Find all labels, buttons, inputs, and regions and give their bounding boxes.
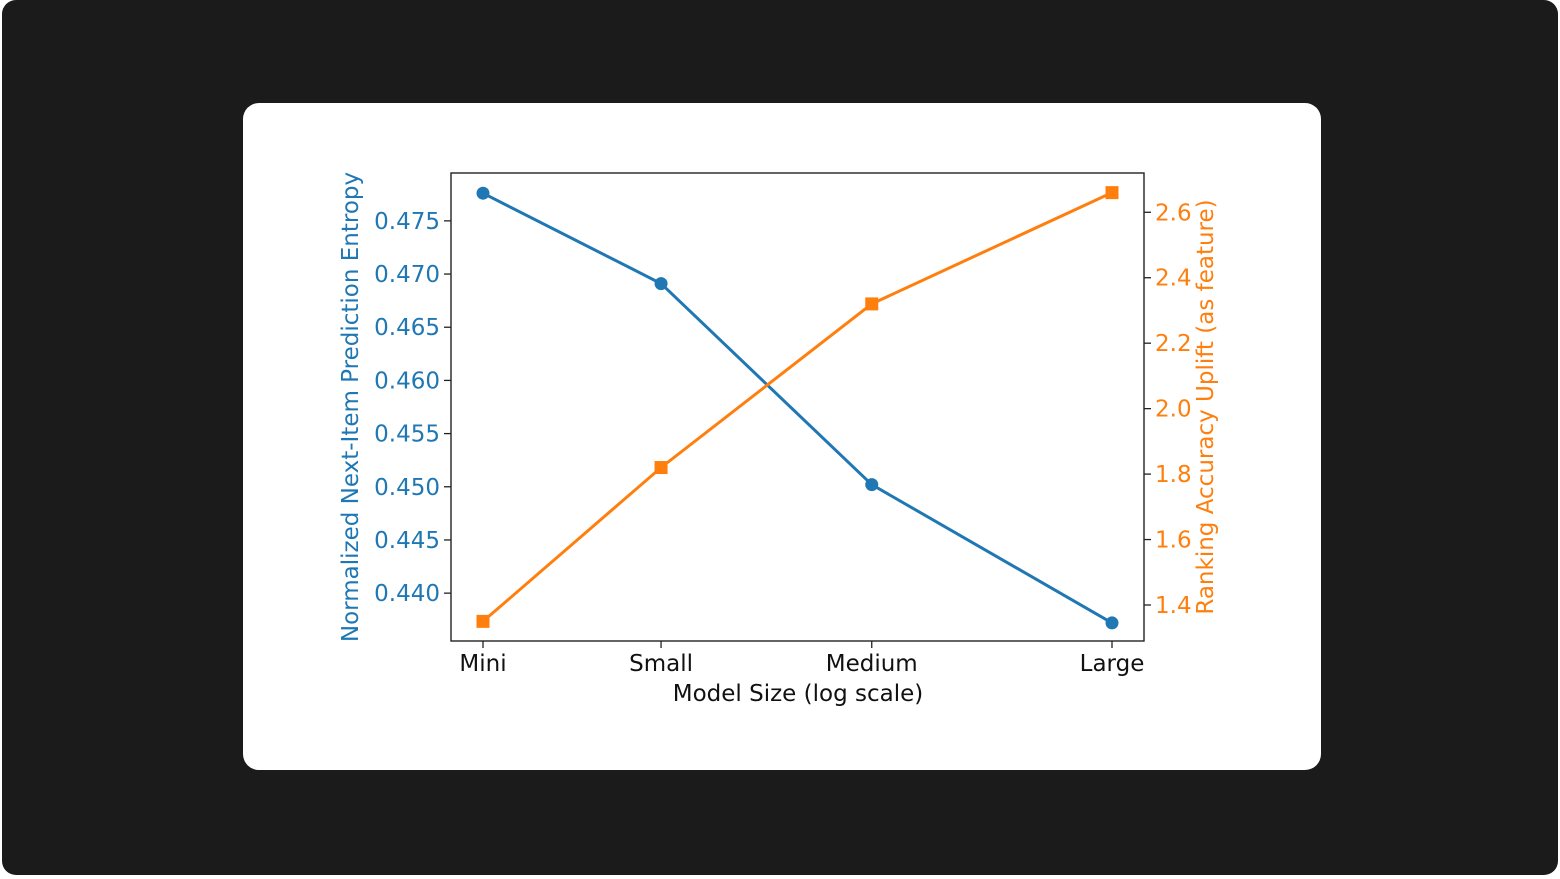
x-axis-ticks: Mini Small Medium Large [459,641,1144,677]
data-point-left [476,186,490,200]
left-tick-label: 0.450 [374,475,440,501]
data-point-right [654,461,668,475]
chart-card: 0.440 0.445 0.450 0.455 0.460 0.465 0.470 0.475… [243,103,1321,770]
x-axis-label: Model Size (log scale) [673,681,923,707]
right-axis-ticks: 1.4 1.6 1.8 2.0 2.2 2.4 2.6 [1144,200,1192,619]
right-tick-label: 2.2 [1155,331,1192,357]
left-tick-label: 0.465 [374,315,440,341]
x-tick-label: Medium [826,651,918,677]
left-axis-ticks: 0.440 0.445 0.450 0.455 0.460 0.465 0.470 0.475 [374,209,451,607]
right-tick-label: 2.4 [1155,266,1192,292]
right-tick-label: 2.6 [1155,200,1192,226]
left-axis-label: Normalized Next-Item Prediction Entropy [338,172,364,642]
x-tick-label: Small [629,651,693,677]
left-tick-label: 0.475 [374,209,440,235]
series-layer [476,186,1119,630]
series-line-left [482,191,1113,625]
left-tick-label: 0.440 [374,581,440,607]
plot-frame [450,172,1145,642]
left-tick-label: 0.445 [374,528,440,554]
left-tick-label: 0.460 [374,368,440,394]
data-point-right [1105,186,1119,200]
data-point-left [654,277,668,291]
left-tick-label: 0.470 [374,262,440,288]
data-point-right [865,297,879,311]
dual-axis-line-chart: 0.440 0.445 0.450 0.455 0.460 0.465 0.470 0.475… [338,172,1219,707]
right-tick-label: 1.8 [1155,462,1192,488]
right-axis-label: Ranking Accuracy Uplift (as feature) [1193,199,1219,614]
right-tick-label: 1.4 [1155,593,1192,619]
right-tick-label: 1.6 [1155,528,1192,554]
left-tick-label: 0.455 [374,422,440,448]
x-tick-label: Large [1080,651,1145,677]
data-point-left [865,478,879,492]
series-line-right [482,191,1113,623]
x-tick-label: Mini [459,651,506,677]
right-tick-label: 2.0 [1155,397,1192,423]
data-point-right [476,614,490,628]
data-point-left [1105,616,1119,630]
